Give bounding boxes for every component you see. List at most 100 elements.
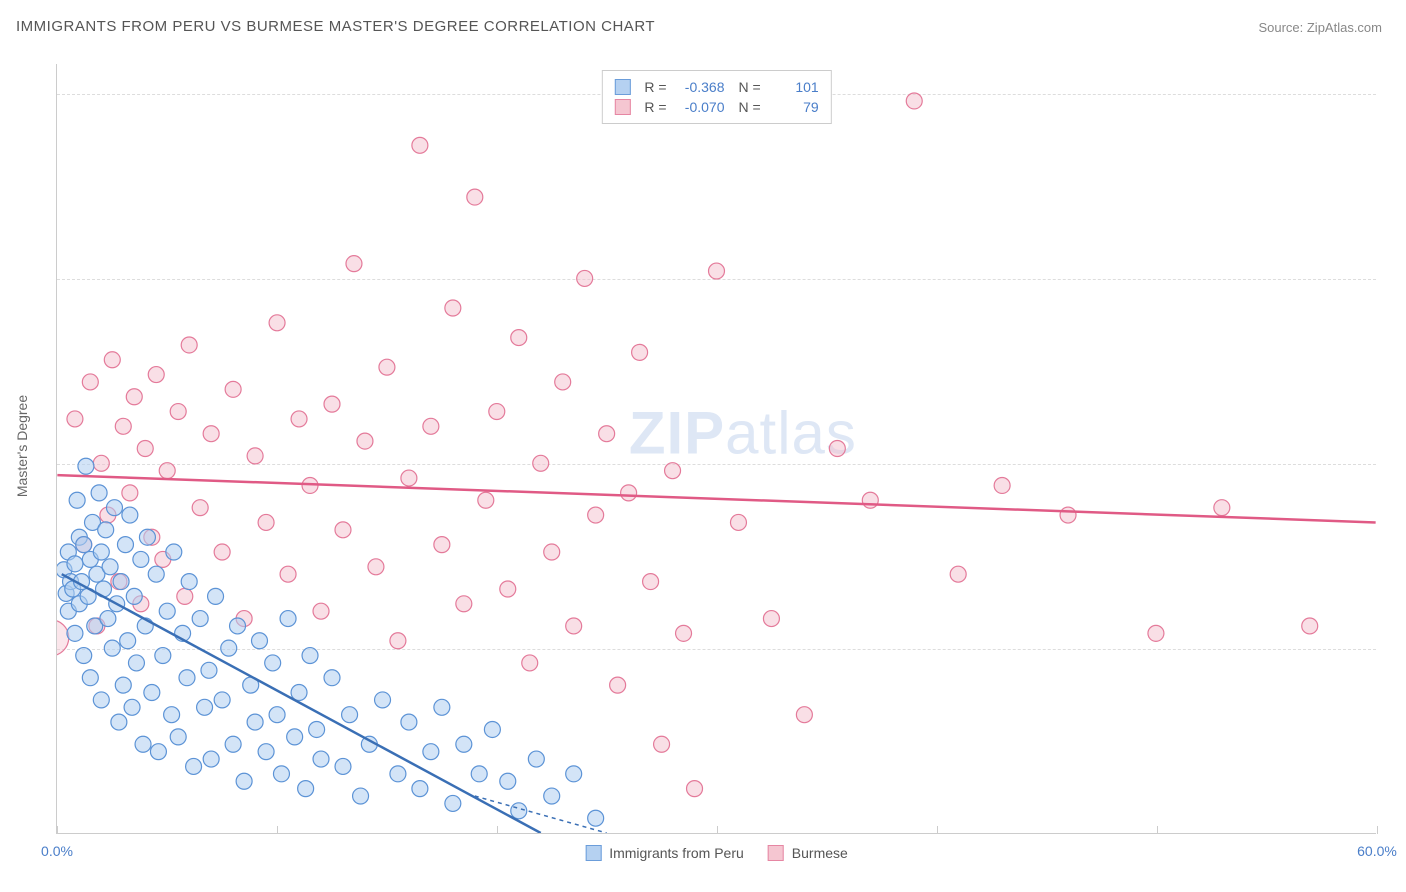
- marker: [643, 574, 659, 590]
- marker: [159, 603, 175, 619]
- marker: [511, 803, 527, 819]
- marker: [128, 655, 144, 671]
- marker: [500, 773, 516, 789]
- marker: [126, 389, 142, 405]
- marker: [577, 270, 593, 286]
- marker: [170, 404, 186, 420]
- marker: [423, 418, 439, 434]
- marker: [104, 352, 120, 368]
- marker: [236, 773, 252, 789]
- marker: [192, 500, 208, 516]
- marker: [335, 522, 351, 538]
- marker: [632, 344, 648, 360]
- marker: [500, 581, 516, 597]
- marker: [412, 781, 428, 797]
- marker: [1214, 500, 1230, 516]
- marker: [93, 455, 109, 471]
- r-value-burmese: -0.070: [675, 99, 725, 115]
- r-value-peru: -0.368: [675, 79, 725, 95]
- marker: [588, 507, 604, 523]
- marker: [375, 692, 391, 708]
- marker: [796, 707, 812, 723]
- marker: [291, 411, 307, 427]
- marker: [135, 736, 151, 752]
- marker: [214, 544, 230, 560]
- trend-line: [475, 796, 607, 833]
- marker: [225, 381, 241, 397]
- marker: [258, 744, 274, 760]
- marker: [342, 707, 358, 723]
- marker: [610, 677, 626, 693]
- marker: [120, 633, 136, 649]
- legend-item-burmese: Burmese: [768, 845, 848, 861]
- n-value-peru: 101: [769, 79, 819, 95]
- marker: [115, 418, 131, 434]
- marker: [862, 492, 878, 508]
- marker: [148, 566, 164, 582]
- marker: [709, 263, 725, 279]
- marker: [533, 455, 549, 471]
- marker: [544, 544, 560, 560]
- marker: [566, 766, 582, 782]
- marker: [401, 714, 417, 730]
- marker: [252, 633, 268, 649]
- marker: [181, 337, 197, 353]
- y-axis-title: Master's Degree: [14, 395, 30, 497]
- marker: [687, 781, 703, 797]
- marker: [164, 707, 180, 723]
- marker: [346, 256, 362, 272]
- marker: [91, 485, 107, 501]
- marker: [76, 648, 92, 664]
- marker: [93, 544, 109, 560]
- marker: [155, 648, 171, 664]
- r-label-peru: R =: [644, 79, 666, 95]
- marker: [401, 470, 417, 486]
- marker: [201, 662, 217, 678]
- marker: [665, 463, 681, 479]
- marker: [324, 396, 340, 412]
- swatch-burmese: [614, 99, 630, 115]
- marker: [124, 699, 140, 715]
- marker: [324, 670, 340, 686]
- marker: [122, 507, 138, 523]
- plot-area: ZIPatlas R = -0.368 N = 101 R = -0.070 N…: [56, 64, 1376, 834]
- marker: [247, 714, 263, 730]
- marker: [203, 426, 219, 442]
- marker: [181, 574, 197, 590]
- swatch-peru: [614, 79, 630, 95]
- marker: [186, 758, 202, 774]
- marker: [489, 404, 505, 420]
- marker: [78, 458, 94, 474]
- marker: [280, 611, 296, 627]
- marker: [599, 426, 615, 442]
- marker: [57, 620, 69, 656]
- marker: [335, 758, 351, 774]
- marker: [467, 189, 483, 205]
- x-tick-label: 60.0%: [1357, 843, 1397, 859]
- n-label-burmese: N =: [739, 99, 761, 115]
- marker: [950, 566, 966, 582]
- marker: [221, 640, 237, 656]
- marker: [390, 633, 406, 649]
- series-legend: Immigrants from Peru Burmese: [585, 845, 848, 861]
- marker: [117, 537, 133, 553]
- marker: [100, 611, 116, 627]
- marker: [484, 721, 500, 737]
- marker: [280, 566, 296, 582]
- marker: [309, 721, 325, 737]
- marker: [98, 522, 114, 538]
- marker: [471, 766, 487, 782]
- marker: [1060, 507, 1076, 523]
- marker: [179, 670, 195, 686]
- marker: [298, 781, 314, 797]
- marker: [302, 648, 318, 664]
- marker: [133, 551, 149, 567]
- marker: [113, 574, 129, 590]
- marker: [104, 640, 120, 656]
- y-tick-label: 12.5%: [1386, 641, 1406, 657]
- y-tick-label: 50.0%: [1386, 86, 1406, 102]
- marker: [676, 625, 692, 641]
- marker: [994, 477, 1010, 493]
- marker: [93, 692, 109, 708]
- marker: [115, 677, 131, 693]
